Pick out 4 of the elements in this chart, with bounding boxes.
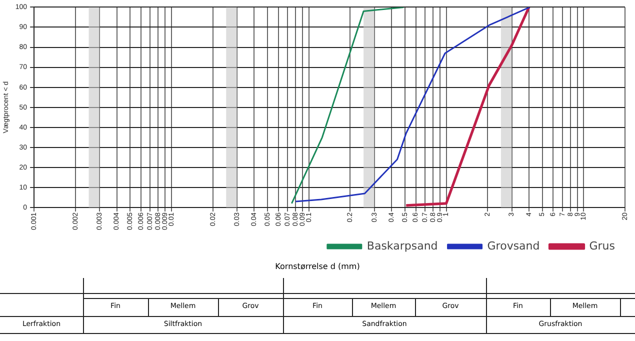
legend-label: Grus xyxy=(589,239,616,252)
legend-label: Baskarpsand xyxy=(366,239,438,252)
legend-label: Grovsand xyxy=(487,239,540,252)
x-axis-title: Kornstørrelse d (mm) xyxy=(274,262,361,271)
